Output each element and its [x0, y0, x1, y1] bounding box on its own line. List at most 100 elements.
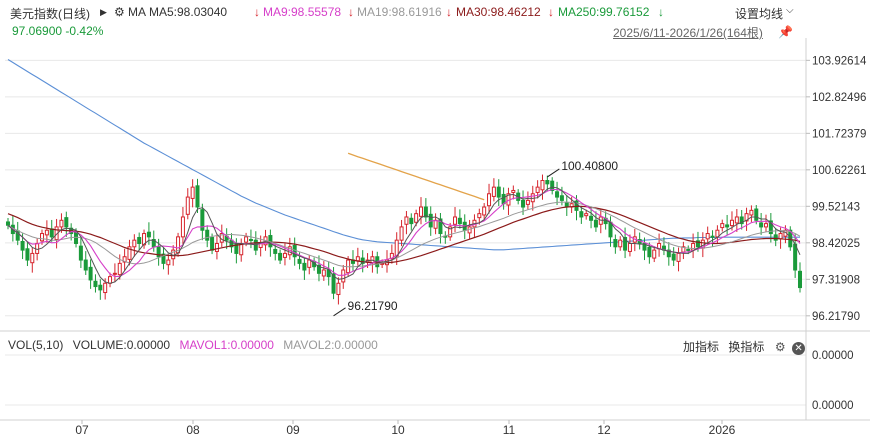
candle — [487, 183, 492, 214]
candle — [112, 263, 117, 282]
candle — [671, 247, 676, 267]
candle — [88, 259, 93, 289]
candle — [161, 247, 166, 270]
candle-body — [414, 213, 419, 223]
candle-body — [671, 253, 676, 261]
candle — [326, 262, 331, 286]
indicator-buttons: 加指标 换指标 ⚙ ✕ — [683, 338, 806, 355]
candle — [370, 250, 375, 273]
candle-body — [282, 252, 287, 258]
candle — [579, 206, 584, 224]
candle — [5, 217, 11, 230]
candle — [404, 211, 409, 235]
candle — [589, 206, 594, 229]
candle-body — [35, 242, 40, 254]
candle — [681, 241, 686, 260]
candle-body — [404, 216, 409, 225]
y-tick-label: 101.72379 — [812, 128, 866, 140]
candle-body — [331, 273, 336, 294]
candle — [127, 239, 132, 266]
vol-label: VOL(5,10) — [8, 338, 64, 352]
candle — [550, 177, 555, 195]
x-tick-label: 12 — [597, 423, 611, 437]
candle-body — [763, 223, 768, 228]
candle — [627, 234, 632, 257]
candle-body — [734, 216, 739, 224]
candle-body — [525, 199, 530, 205]
close-icon[interactable]: ✕ — [792, 342, 806, 355]
candle — [239, 238, 244, 262]
candle — [734, 209, 739, 232]
vol-ytick-bottom: 0.00000 — [812, 400, 854, 412]
candle — [661, 237, 666, 256]
chevron-down-icon[interactable]: ⌵ — [786, 5, 794, 16]
volume-axis: 0.00000 0.00000 — [812, 350, 854, 412]
ma9-readout: MA9:98.55578 — [263, 5, 342, 19]
candle-body — [321, 269, 326, 277]
annotation-high-label: 100.40800 — [561, 159, 618, 173]
x-tick-label: 2026 — [709, 423, 736, 437]
candle-body — [773, 234, 778, 241]
candle-body — [482, 206, 487, 216]
candle-body — [122, 256, 127, 263]
arrow-down-icon: ↓ — [548, 5, 554, 19]
candle-body — [112, 272, 117, 275]
switch-indicator-button[interactable]: 换指标 — [728, 340, 765, 354]
candle-body — [448, 226, 453, 238]
candle-body — [307, 259, 312, 268]
candle — [78, 236, 83, 269]
add-indicator-button[interactable]: 加指标 — [683, 340, 720, 354]
candle — [491, 178, 496, 202]
candle — [555, 181, 560, 206]
candle-body — [25, 248, 30, 261]
candle-body — [214, 242, 219, 252]
y-tick-label: 97.31908 — [812, 274, 860, 286]
candle-body — [418, 206, 424, 217]
gear-icon[interactable]: ⚙ — [114, 5, 125, 19]
candle — [710, 230, 715, 247]
candle — [219, 224, 224, 248]
candle-body — [574, 200, 579, 211]
annotation-low-label: 96.21790 — [348, 299, 398, 313]
candle — [190, 179, 195, 208]
candle-body — [793, 243, 798, 271]
candle — [132, 234, 137, 257]
candle-body — [409, 217, 414, 225]
ma-switch[interactable]: MA — [128, 5, 146, 19]
candle — [185, 188, 190, 220]
header-bar: 美元指数(日线) ▶ ⚙ MA MA5:98.03040 ↓ MA9:98.55… — [0, 0, 870, 24]
candle-body — [146, 231, 151, 238]
ma-settings-button[interactable]: 设置均线 — [735, 7, 784, 21]
candle — [205, 225, 210, 248]
pin-icon[interactable]: 📌 — [778, 25, 793, 39]
candle-body — [579, 211, 584, 218]
x-tick-label: 07 — [75, 423, 89, 437]
candle-body — [30, 252, 35, 264]
candle — [336, 277, 341, 305]
candle-body — [98, 284, 103, 291]
gear-icon[interactable]: ⚙ — [774, 340, 786, 354]
candle-body — [49, 228, 54, 238]
candle-body — [108, 276, 113, 284]
candle-body — [754, 208, 759, 221]
candle — [409, 213, 414, 231]
vol-ytick-top: 0.00000 — [812, 350, 854, 362]
play-icon[interactable]: ▶ — [100, 7, 107, 17]
candle — [666, 242, 671, 266]
candle-body — [316, 264, 321, 274]
candle-body — [190, 186, 195, 199]
candle-body — [725, 224, 730, 228]
candle — [278, 249, 283, 265]
candle — [545, 175, 550, 191]
candle-body — [433, 219, 438, 229]
date-range[interactable]: 2025/6/11-2026/1/26(164根) — [613, 26, 763, 40]
candle — [525, 191, 530, 210]
candle — [117, 254, 122, 280]
candle — [83, 251, 88, 275]
ma5-series — [7, 186, 801, 284]
candle — [642, 237, 647, 261]
candle — [676, 247, 681, 272]
candle-body — [739, 216, 744, 225]
candle — [137, 232, 142, 251]
candle — [453, 207, 458, 233]
